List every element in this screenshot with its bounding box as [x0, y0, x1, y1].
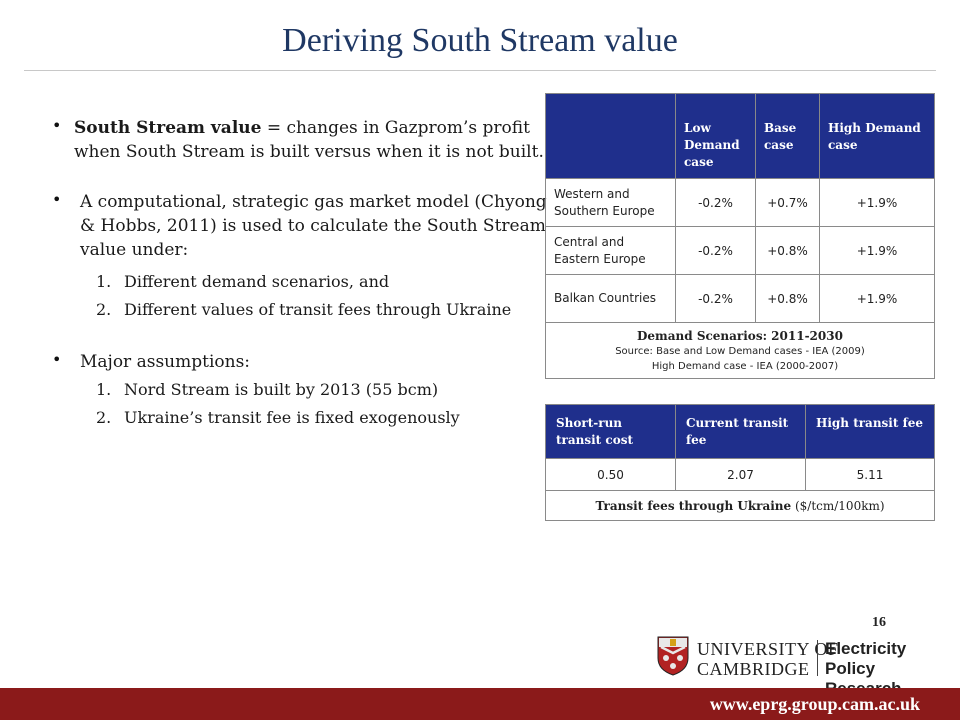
row-label: Western and Southern Europe [545, 178, 676, 227]
group-line: Electricity Policy [825, 639, 907, 678]
table-header-row: Low Demand case Base case High Demand ca… [545, 93, 935, 179]
item-text: Different demand scenarios, and [124, 272, 390, 291]
table-header-row: Short-run transit cost Current transit f… [545, 404, 935, 459]
table-cell: 5.11 [805, 458, 935, 491]
bullet-model: • A computational, strategic gas market … [52, 190, 552, 324]
slide-title: Deriving South Stream value [282, 22, 678, 59]
header-high-demand: High Demand case [819, 93, 935, 179]
assumptions-sublist: 1. Nord Stream is built by 2013 (55 bcm) … [74, 376, 552, 432]
item-number: 1. [96, 380, 112, 399]
bullet-definition: = changes in Gazprom’s profit when South… [74, 118, 544, 162]
eprg-cambridge-logo: UNIVERSITY OF CAMBRIDGE Electricity Poli… [657, 636, 947, 718]
bullet-dot: • [52, 350, 62, 369]
bullet-dot: • [52, 116, 62, 135]
item-number: 1. [96, 272, 112, 291]
sublist-item: 2. Ukraine’s transit fee is fixed exogeno… [96, 404, 552, 432]
sublist-item: 2. Different values of transit fees throu… [96, 296, 552, 324]
item-number: 2. [96, 300, 112, 319]
caption-source: High Demand case - IEA (2000-2007) [651, 361, 839, 372]
footer-bar: www.eprg.group.cam.ac.uk [0, 688, 960, 720]
bullet-assumptions: • Major assumptions: 1. Nord Stream is bu… [52, 350, 552, 432]
header-base-case: Base case [755, 93, 820, 179]
table-cell: 0.50 [545, 458, 676, 491]
table-cell: +1.9% [819, 226, 935, 275]
table-caption: Demand Scenarios: 2011-2030 Source: Base… [545, 322, 935, 379]
table-cell: +0.8% [755, 274, 820, 323]
bullet-text: A computational, strategic gas market mo… [80, 192, 547, 260]
caption-source: Source: Base and Low Demand cases - IEA … [615, 346, 865, 357]
caption-bold: Transit fees through Ukraine [595, 498, 792, 513]
demand-scenarios-table: Low Demand case Base case High Demand ca… [545, 93, 935, 379]
university-line: CAMBRIDGE [697, 659, 810, 679]
table-cell: +1.9% [819, 274, 935, 323]
title-divider [24, 70, 936, 71]
sublist-item: 1. Nord Stream is built by 2013 (55 bcm) [96, 376, 552, 404]
page-number: 16 [872, 615, 886, 630]
row-label: Balkan Countries [545, 274, 676, 323]
item-number: 2. [96, 408, 112, 427]
bullet-list: • South Stream value = changes in Gazpro… [52, 116, 552, 458]
header-empty-cell [545, 93, 676, 179]
model-sublist: 1. Different demand scenarios, and 2. Diff… [74, 268, 552, 324]
sublist-item: 1. Different demand scenarios, and [96, 268, 552, 296]
university-name: UNIVERSITY OF CAMBRIDGE [697, 639, 838, 679]
bullet-south-stream-value: • South Stream value = changes in Gazpro… [52, 116, 552, 164]
bullet-text: Major assumptions: [80, 352, 251, 372]
table-cell: +0.7% [755, 178, 820, 227]
table-cell: -0.2% [675, 178, 756, 227]
cambridge-crest-icon [657, 636, 689, 676]
table-caption: Transit fees through Ukraine ($/tcm/100k… [545, 490, 935, 521]
table-cell: 2.07 [675, 458, 806, 491]
table-cell: -0.2% [675, 226, 756, 275]
table-cell: -0.2% [675, 274, 756, 323]
logo-divider [817, 640, 818, 676]
table-row: Balkan Countries -0.2% +0.8% +1.9% [545, 274, 935, 323]
table-cell: +0.8% [755, 226, 820, 275]
row-label: Central and Eastern Europe [545, 226, 676, 275]
table-caption-row: Demand Scenarios: 2011-2030 Source: Base… [545, 322, 935, 379]
transit-fees-table: Short-run transit cost Current transit f… [545, 404, 935, 521]
item-text: Ukraine’s transit fee is fixed exogenous… [124, 408, 460, 427]
caption-units: ($/tcm/100km) [791, 498, 885, 513]
item-text: Nord Stream is built by 2013 (55 bcm) [124, 380, 439, 399]
header-short-run-cost: Short-run transit cost [545, 404, 676, 459]
bullet-text: South Stream value = changes in Gazprom’… [74, 116, 552, 164]
item-text: Different values of transit fees through… [124, 300, 512, 319]
header-current-fee: Current transit fee [675, 404, 806, 459]
table-cell: +1.9% [819, 178, 935, 227]
caption-title: Demand Scenarios: 2011-2030 [637, 329, 843, 343]
table-caption-row: Transit fees through Ukraine ($/tcm/100k… [545, 490, 935, 521]
footer-url[interactable]: www.eprg.group.cam.ac.uk [709, 694, 920, 714]
header-low-demand: Low Demand case [675, 93, 756, 179]
bullet-bold-term: South Stream value [74, 118, 262, 138]
university-line: UNIVERSITY OF [697, 639, 839, 659]
header-high-fee: High transit fee [805, 404, 935, 459]
bullet-dot: • [52, 190, 62, 209]
table-row: Central and Eastern Europe -0.2% +0.8% +… [545, 226, 935, 275]
table-row: 0.50 2.07 5.11 [545, 458, 935, 491]
table-row: Western and Southern Europe -0.2% +0.7% … [545, 178, 935, 227]
